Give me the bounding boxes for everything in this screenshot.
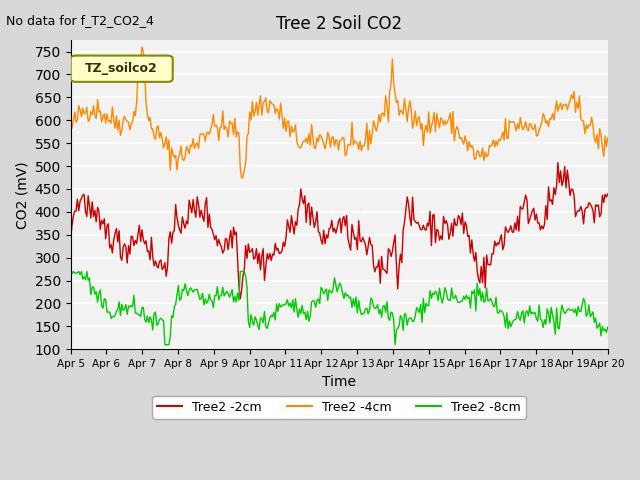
Tree2 -4cm — [238, 175, 246, 181]
FancyBboxPatch shape — [70, 56, 173, 82]
Tree2 -4cm — [604, 135, 612, 141]
Tree2 -8cm — [67, 268, 74, 274]
Tree2 -4cm — [67, 123, 74, 129]
Tree2 -2cm — [236, 296, 244, 301]
Tree2 -4cm — [282, 129, 290, 134]
Tree2 -2cm — [554, 160, 562, 166]
Tree2 -2cm — [281, 243, 289, 249]
Tree2 -8cm — [281, 302, 289, 308]
Tree2 -4cm — [138, 44, 146, 50]
Text: TZ_soilco2: TZ_soilco2 — [85, 62, 158, 75]
Tree2 -4cm — [131, 113, 139, 119]
Line: Tree2 -4cm: Tree2 -4cm — [70, 47, 608, 178]
Legend: Tree2 -2cm, Tree2 -4cm, Tree2 -8cm: Tree2 -2cm, Tree2 -4cm, Tree2 -8cm — [152, 396, 526, 419]
Tree2 -4cm — [460, 141, 468, 147]
Tree2 -4cm — [244, 131, 252, 136]
Text: No data for f_T2_CO2_4: No data for f_T2_CO2_4 — [6, 14, 154, 27]
Tree2 -8cm — [243, 285, 251, 290]
Line: Tree2 -2cm: Tree2 -2cm — [70, 163, 608, 299]
Title: Tree 2 Soil CO2: Tree 2 Soil CO2 — [276, 15, 403, 33]
Tree2 -4cm — [457, 134, 465, 140]
Tree2 -8cm — [406, 315, 413, 321]
Line: Tree2 -8cm: Tree2 -8cm — [70, 271, 608, 345]
Tree2 -2cm — [243, 255, 251, 261]
Tree2 -4cm — [408, 107, 415, 112]
Tree2 -2cm — [456, 215, 463, 220]
Tree2 -2cm — [604, 191, 612, 197]
Tree2 -8cm — [458, 298, 466, 304]
X-axis label: Time: Time — [322, 374, 356, 389]
Tree2 -2cm — [458, 210, 466, 216]
Tree2 -8cm — [131, 310, 139, 316]
Tree2 -8cm — [161, 342, 169, 348]
Tree2 -8cm — [456, 300, 463, 305]
Tree2 -8cm — [604, 324, 612, 330]
Tree2 -2cm — [406, 214, 413, 220]
Tree2 -2cm — [131, 238, 139, 243]
Y-axis label: CO2 (mV): CO2 (mV) — [15, 161, 29, 228]
Tree2 -2cm — [67, 236, 74, 242]
